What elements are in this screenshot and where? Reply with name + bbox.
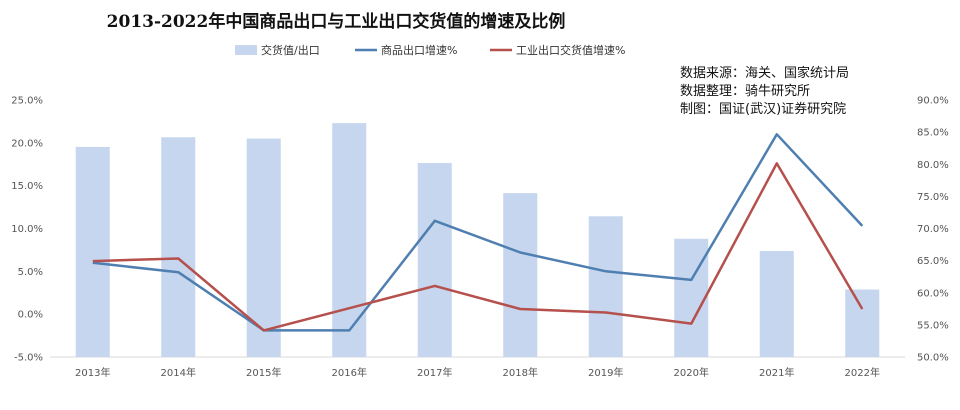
bar-ratio — [759, 250, 794, 357]
x-tick-label: 2019年 — [588, 366, 623, 379]
line-export-growth — [92, 133, 864, 332]
y-left-tick-label: 20.0% — [11, 138, 43, 149]
bar-ratio — [588, 216, 623, 357]
y-left-tick-label: 0.0% — [18, 310, 43, 321]
legend-swatch-bar — [235, 45, 257, 55]
source-note-1: 数据来源：海关、国家统计局 — [680, 65, 849, 81]
bar-ratio — [503, 193, 538, 357]
y-right-tick-label: 70.0% — [917, 224, 949, 235]
x-tick-label: 2018年 — [503, 366, 538, 379]
bar-ratio — [845, 289, 880, 357]
y-right-tick-label: 75.0% — [917, 192, 949, 203]
legend-label: 工业出口交货值增速% — [516, 43, 625, 57]
y-left-tick-label: 15.0% — [11, 181, 43, 192]
source-note-3: 制图：国证(武汉)证券研究院 — [680, 101, 846, 117]
y-right-tick-label: 55.0% — [917, 320, 949, 331]
bar-ratio — [332, 123, 367, 357]
source-notes: 数据来源：海关、国家统计局 数据整理：骑牛研究所 制图：国证(武汉)证券研究院 — [680, 65, 849, 117]
x-tick-label: 2013年 — [75, 366, 110, 379]
x-tick-label: 2017年 — [417, 366, 452, 379]
line-industrial-growth — [92, 162, 864, 332]
x-tick-label: 2015年 — [246, 366, 281, 379]
bar-ratio — [161, 137, 196, 357]
y-right-tick-label: 80.0% — [917, 160, 949, 171]
chart-legend: 交货值/出口 商品出口增速% 工业出口交货值增速% — [235, 43, 625, 57]
y-right-tick-label: 65.0% — [917, 256, 949, 267]
x-tick-label: 2022年 — [845, 366, 880, 379]
y-right-tick-label: 50.0% — [917, 353, 949, 364]
x-tick-labels: 2013年 2014年 2015年 2016年 2017年 2018年 2019年 2020年… — [75, 366, 880, 379]
legend-label: 商品出口增速% — [381, 43, 457, 57]
bar-ratio — [674, 238, 709, 357]
y-right-tick-labels: 50.0% 55.0% 60.0% 65.0% 70.0% 75.0% 80.0% 85.0%… — [917, 96, 949, 364]
bar-ratio — [75, 146, 110, 357]
line-series — [92, 133, 864, 332]
x-tick-label: 2014年 — [161, 366, 196, 379]
y-right-tick-label: 90.0% — [917, 96, 949, 107]
legend-label: 交货值/出口 — [261, 43, 320, 57]
chart-title: 2013-2022年中国商品出口与工业出口交货值的增速及比例 — [107, 11, 566, 32]
source-note-2: 数据整理：骑牛研究所 — [680, 84, 810, 99]
y-left-tick-label: -5.0% — [14, 353, 43, 364]
y-left-tick-label: 25.0% — [11, 96, 43, 107]
y-left-tick-label: 10.0% — [11, 224, 43, 235]
x-tick-label: 2021年 — [759, 366, 794, 379]
bar-series — [75, 123, 880, 357]
y-right-tick-label: 60.0% — [917, 288, 949, 299]
bar-ratio — [246, 138, 281, 357]
y-left-tick-labels: -5.0% 0.0% 5.0% 10.0% 15.0% 20.0% 25.0% — [11, 96, 43, 364]
x-tick-label: 2020年 — [674, 366, 709, 379]
x-tick-label: 2016年 — [332, 366, 367, 379]
y-right-tick-label: 85.0% — [917, 128, 949, 139]
y-left-tick-label: 5.0% — [18, 267, 43, 278]
bar-ratio — [417, 162, 452, 357]
